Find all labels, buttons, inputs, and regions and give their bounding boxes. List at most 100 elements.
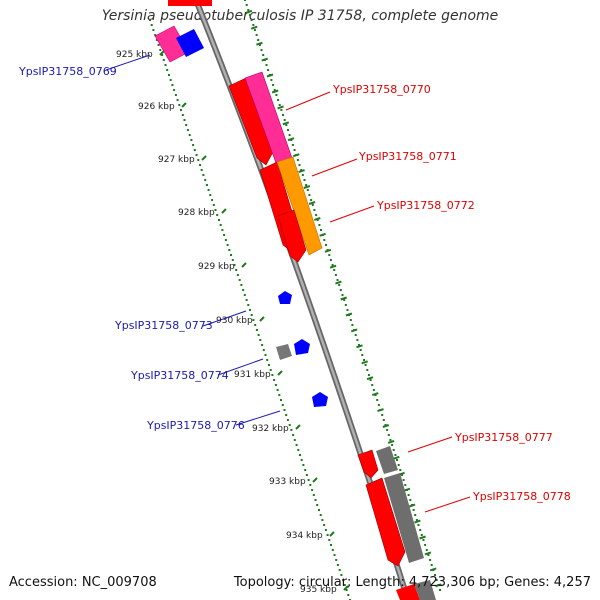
track-dash bbox=[387, 439, 395, 444]
track-dot bbox=[396, 459, 398, 461]
track-dot bbox=[435, 579, 438, 581]
track-dash bbox=[319, 232, 326, 237]
track-dot bbox=[430, 564, 433, 566]
track-dot bbox=[439, 589, 441, 591]
track-dot bbox=[316, 504, 319, 506]
tick-mark bbox=[343, 585, 349, 591]
track-dash bbox=[271, 89, 279, 94]
gene-feature-0769[interactable] bbox=[176, 29, 204, 57]
gene-feature-top-partial[interactable] bbox=[168, 0, 212, 6]
track-dot bbox=[329, 259, 332, 261]
track-dot bbox=[351, 324, 354, 326]
track-dot bbox=[420, 534, 423, 536]
gene-feature-bottom-partial[interactable] bbox=[396, 584, 420, 600]
track-dot bbox=[311, 204, 314, 206]
gene-feature-0774[interactable] bbox=[276, 344, 292, 360]
track-dot bbox=[169, 79, 172, 81]
gene-feature-bottom-partial-gray[interactable] bbox=[414, 580, 436, 600]
track-dot bbox=[265, 64, 268, 66]
track-dot bbox=[186, 129, 189, 131]
track-dot bbox=[257, 39, 260, 41]
gene-feature-0777-gray[interactable] bbox=[376, 446, 398, 474]
track-dot bbox=[399, 469, 402, 471]
track-dash bbox=[382, 424, 390, 428]
track-dot bbox=[152, 29, 155, 31]
gene-feature-0775[interactable] bbox=[294, 339, 310, 355]
gene-feature-0776[interactable] bbox=[312, 392, 328, 407]
track-dot bbox=[349, 319, 352, 321]
track-dot bbox=[361, 354, 364, 356]
track-dot bbox=[354, 334, 357, 336]
track-dot bbox=[305, 474, 308, 476]
track-dot bbox=[331, 264, 334, 266]
genome-summary-text: Topology: circular; Length: 4,723,306 bp… bbox=[233, 575, 591, 590]
track-dash bbox=[424, 551, 432, 556]
accession-text: Accession: NC_009708 bbox=[9, 575, 157, 590]
gene-feature-0778-red[interactable] bbox=[365, 477, 406, 567]
track-dot bbox=[333, 269, 336, 271]
track-dot bbox=[249, 14, 251, 16]
track-dot bbox=[202, 174, 205, 176]
track-dot bbox=[404, 484, 407, 486]
track-dot bbox=[273, 379, 276, 381]
track-dot bbox=[300, 459, 303, 461]
track-dot bbox=[306, 189, 309, 191]
track-dot bbox=[164, 64, 167, 66]
gene-label-0771[interactable]: YpsIP31758_0771 bbox=[358, 150, 457, 163]
track-dot bbox=[363, 359, 365, 361]
gene-label-0769[interactable]: YpsIP31758_0769 bbox=[18, 65, 117, 78]
dotted-track-lines bbox=[149, 0, 441, 600]
track-dot bbox=[238, 279, 241, 281]
gene-label-0773[interactable]: YpsIP31758_0773 bbox=[114, 319, 213, 332]
track-dot bbox=[429, 559, 432, 561]
tick-label: 928 kbp bbox=[178, 208, 215, 218]
track-dot bbox=[245, 4, 248, 6]
gene-feature-0777-red[interactable] bbox=[357, 449, 379, 479]
tick-label: 926 kbp bbox=[138, 102, 175, 112]
track-dot bbox=[269, 369, 272, 371]
tick-label: 934 kbp bbox=[286, 531, 323, 541]
track-dot bbox=[272, 84, 275, 86]
gene-label-0774[interactable]: YpsIP31758_0774 bbox=[130, 369, 229, 382]
track-dot bbox=[268, 364, 270, 366]
gene-feature-0772-red[interactable] bbox=[277, 209, 307, 263]
tick-mark bbox=[295, 424, 301, 430]
gene-label-0770[interactable]: YpsIP31758_0770 bbox=[332, 83, 431, 96]
track-dot bbox=[344, 304, 347, 306]
track-dot bbox=[199, 164, 201, 166]
track-dot bbox=[190, 139, 193, 141]
callout-line-0772 bbox=[329, 205, 375, 223]
track-dot bbox=[316, 219, 319, 221]
track-dot bbox=[181, 114, 184, 116]
tick-label: 930 kbp bbox=[216, 316, 253, 326]
track-dot bbox=[328, 254, 331, 256]
tick-mark bbox=[201, 155, 207, 161]
gene-label-0777[interactable]: YpsIP31758_0777 bbox=[454, 431, 553, 444]
gene-label-0778[interactable]: YpsIP31758_0778 bbox=[472, 490, 571, 503]
callout-line-0769 bbox=[105, 54, 151, 71]
track-dot bbox=[207, 189, 210, 191]
tick-label: 935 kbp bbox=[300, 585, 337, 595]
gene-label-0772[interactable]: YpsIP31758_0772 bbox=[376, 199, 475, 212]
track-dot bbox=[412, 509, 415, 511]
track-dot bbox=[219, 224, 222, 226]
gene-label-0776[interactable]: YpsIP31758_0776 bbox=[146, 419, 245, 432]
tick-mark bbox=[181, 102, 187, 108]
track-dot bbox=[386, 429, 389, 431]
track-dot bbox=[369, 379, 372, 381]
tick-label: 933 kbp bbox=[269, 477, 306, 487]
gene-feature-0773[interactable] bbox=[278, 291, 292, 304]
track-dash bbox=[282, 121, 290, 126]
tick-label: 929 kbp bbox=[198, 262, 235, 272]
track-dot bbox=[409, 499, 412, 501]
gene-feature-0770-red[interactable] bbox=[228, 77, 275, 166]
track-dash bbox=[414, 519, 421, 524]
track-dot bbox=[154, 34, 157, 36]
track-dot bbox=[381, 414, 384, 416]
gene-feature-0778-gray[interactable] bbox=[384, 473, 424, 563]
track-dot bbox=[288, 134, 291, 136]
track-dot bbox=[371, 384, 374, 386]
track-dot bbox=[197, 159, 200, 161]
callout-line-0778 bbox=[424, 496, 471, 513]
